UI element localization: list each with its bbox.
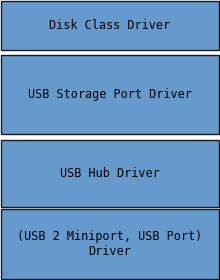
FancyBboxPatch shape xyxy=(1,140,219,207)
Text: (USB 2 Miniport, USB Port)
Driver: (USB 2 Miniport, USB Port) Driver xyxy=(17,230,203,258)
Text: USB Storage Port Driver: USB Storage Port Driver xyxy=(28,88,192,101)
Text: USB Hub Driver: USB Hub Driver xyxy=(60,167,160,180)
FancyBboxPatch shape xyxy=(1,1,219,50)
FancyBboxPatch shape xyxy=(1,55,219,134)
Text: Disk Class Driver: Disk Class Driver xyxy=(50,19,170,32)
FancyBboxPatch shape xyxy=(1,209,219,279)
